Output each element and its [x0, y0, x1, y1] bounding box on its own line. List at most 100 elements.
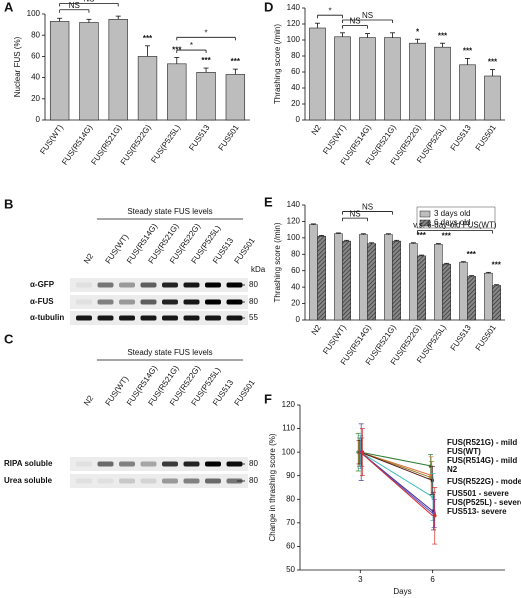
bar: [359, 234, 368, 321]
row-label: α-FUS: [30, 297, 54, 306]
blot-band: [97, 282, 114, 288]
blot-band: [205, 299, 221, 305]
bar: [196, 72, 216, 121]
panel-label: F: [264, 391, 272, 406]
blot-band: [119, 461, 135, 467]
y-tick-label: 80: [31, 30, 40, 39]
y-tick-label: 60: [286, 542, 295, 551]
blot-band: [97, 461, 114, 467]
point: [431, 495, 435, 499]
unit-label: kDa: [251, 265, 266, 274]
bar: [492, 285, 501, 321]
significance: ***: [488, 58, 498, 67]
blot-band: [205, 478, 221, 484]
series-label: N2: [447, 465, 458, 474]
y-tick-label: 60: [31, 52, 40, 61]
blot-strip: [70, 278, 248, 292]
kda-label: 80: [249, 476, 258, 485]
y-tick-label: 20: [291, 299, 300, 308]
blot-band: [226, 315, 243, 321]
y-tick-label: 100: [27, 9, 41, 18]
row-label: α-GFP: [30, 280, 55, 289]
blot-band: [162, 478, 178, 484]
bar: [334, 36, 351, 121]
bar: [137, 56, 158, 121]
blot-band: [119, 478, 135, 484]
x-tick-label: FUS(R522G): [119, 123, 153, 167]
blot-band: [140, 282, 157, 288]
bar: [459, 64, 476, 121]
bar: [359, 37, 376, 121]
blot-strip: [70, 457, 248, 471]
significance: NS: [83, 0, 94, 4]
series-line: [360, 451, 433, 467]
bar: [309, 224, 318, 321]
significance: *: [416, 27, 420, 36]
significance: NS: [69, 1, 80, 10]
significance: *: [328, 6, 331, 15]
significance: ***: [492, 260, 502, 269]
bar: [384, 37, 401, 121]
blot-band: [140, 299, 157, 305]
blot-band: [97, 299, 114, 305]
x-tick-label: FUS501: [474, 123, 499, 153]
series-label: FUS(P525L) - severe: [447, 498, 521, 507]
bar: [459, 262, 468, 321]
panel-label: D: [264, 0, 273, 14]
lane-label: FUS501: [232, 378, 257, 408]
y-tick-label: 0: [296, 315, 301, 324]
x-axis-label: Days: [393, 587, 411, 596]
y-tick-label: 110: [282, 424, 295, 433]
series-label: FUS(R521G) - mild: [447, 438, 517, 447]
bar: [484, 75, 501, 121]
legend-label: 6 days old: [434, 218, 470, 227]
y-tick-label: 40: [31, 73, 40, 82]
series-line: [360, 451, 433, 481]
bar: [317, 235, 326, 321]
annotation: v.s. 6-day-old FUS(WT): [413, 221, 497, 230]
significance: NS: [362, 11, 373, 20]
x-tick-label: N2: [310, 123, 324, 137]
blot-band: [119, 282, 135, 288]
y-tick-label: 60: [291, 67, 300, 76]
significance: NS: [362, 203, 373, 212]
blot-strip: [70, 311, 248, 325]
bar: [417, 255, 426, 321]
blot-band: [140, 478, 157, 484]
blot-band: [162, 461, 178, 467]
series-label: FUS(WT): [447, 447, 481, 456]
series-label: FUS(R514G) - mild: [447, 456, 517, 465]
y-tick-label: 140: [287, 3, 301, 12]
y-tick-label: 100: [282, 447, 296, 456]
series-label: FUS(R522G) - moderate: [447, 477, 521, 486]
blot-band: [162, 282, 178, 288]
bar: [309, 27, 326, 121]
bar: [108, 18, 128, 121]
blot-band: [205, 461, 221, 467]
bar: [434, 244, 443, 321]
blot-band: [162, 299, 178, 305]
y-tick-label: 120: [287, 217, 301, 226]
point: [360, 450, 365, 454]
blot-title: Steady state FUS levels: [127, 207, 212, 216]
significance: ***: [231, 57, 241, 66]
panel-label: C: [4, 331, 14, 346]
bar: [225, 74, 246, 121]
blot-band: [97, 315, 114, 321]
blot-band: [140, 315, 157, 321]
significance: *: [205, 28, 208, 37]
blot-band: [183, 315, 200, 321]
significance: ***: [417, 231, 427, 240]
significance: ***: [463, 47, 473, 56]
blot-strip: [70, 295, 248, 309]
y-tick-label: 90: [286, 471, 295, 480]
blot-band: [119, 315, 135, 321]
significance: ***: [201, 56, 211, 65]
y-tick-label: 70: [286, 518, 295, 527]
bar: [167, 63, 187, 121]
y-axis-label: Change in thrashing score (%): [268, 433, 277, 541]
blot-band: [183, 461, 200, 467]
x-tick-label: FUS501: [217, 123, 242, 153]
x-tick-label: N2: [310, 323, 324, 337]
